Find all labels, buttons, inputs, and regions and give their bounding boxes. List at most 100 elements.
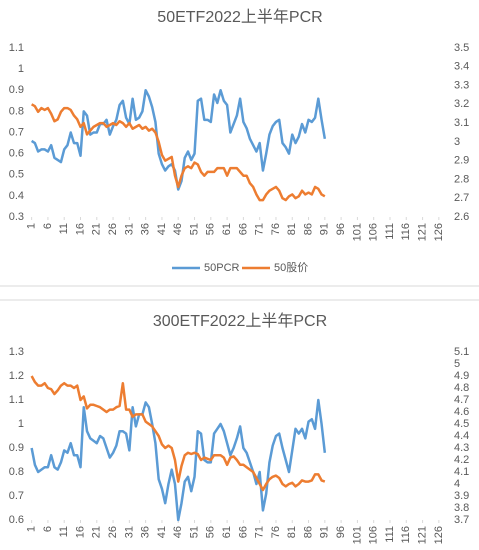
x-tick-label: 91 (319, 223, 331, 235)
y2-tick-label: 4.1 (454, 466, 469, 478)
x-tick-label: 121 (416, 526, 428, 544)
x-tick-label: 111 (384, 223, 396, 240)
x-tick-label: 1 (26, 223, 38, 229)
x-tick-label: 31 (123, 223, 135, 235)
series-line (30, 398, 327, 522)
y2-tick-label: 3 (454, 136, 460, 148)
y2-tick-label: 3.3 (454, 79, 469, 91)
x-tick-label: 26 (107, 223, 119, 235)
y2-tick-label: 2.9 (454, 155, 469, 167)
y-tick-label: 1.1 (9, 394, 24, 406)
y2-tick-label: 4.6 (454, 406, 469, 418)
y2-tick-label: 4.5 (454, 418, 469, 430)
x-tick-label: 56 (205, 223, 217, 235)
x-tick-label: 61 (221, 526, 233, 538)
y2-tick-label: 2.6 (454, 211, 469, 223)
y2-tick-label: 4.7 (454, 394, 469, 406)
x-tick-label: 96 (335, 223, 347, 235)
x-tick-label: 86 (302, 223, 314, 235)
x-tick-label: 11 (58, 526, 70, 537)
x-tick-label: 46 (172, 526, 184, 538)
y2-tick-label: 4.2 (454, 454, 469, 466)
x-tick-label: 41 (156, 526, 168, 538)
x-tick-label: 86 (302, 526, 314, 538)
y2-tick-label: 3.7 (454, 514, 469, 526)
x-tick-label: 11 (58, 223, 70, 234)
x-tick-label: 66 (237, 526, 249, 538)
y-tick-label: 1 (18, 63, 24, 75)
y2-tick-label: 4.9 (454, 370, 469, 382)
y2-tick-label: 4.4 (454, 430, 469, 442)
y-tick-label: 0.7 (9, 126, 24, 138)
series-line (31, 103, 326, 202)
x-tick-label: 56 (205, 526, 217, 538)
x-tick-label: 91 (319, 526, 331, 538)
y2-tick-label: 3.5 (454, 42, 469, 54)
x-tick-label: 21 (91, 526, 103, 538)
x-tick-label: 1 (26, 526, 38, 532)
y-tick-label: 1.1 (9, 42, 24, 54)
x-tick-label: 6 (42, 526, 54, 532)
x-tick-label: 126 (433, 526, 445, 544)
x-tick-label: 71 (254, 526, 266, 538)
x-tick-label: 41 (156, 223, 168, 235)
y2-tick-label: 4 (454, 478, 460, 490)
x-tick-label: 76 (270, 526, 282, 538)
x-tick-label: 126 (433, 223, 445, 241)
x-tick-label: 26 (107, 526, 119, 538)
y-tick-label: 0.5 (9, 169, 24, 181)
y2-tick-label: 3.1 (454, 117, 469, 129)
chart-title: 300ETF2022上半年PCR (153, 312, 327, 330)
x-tick-label: 116 (400, 223, 412, 241)
x-tick-label: 16 (74, 223, 86, 235)
x-tick-label: 101 (351, 526, 363, 544)
series-line (30, 375, 326, 492)
y2-tick-label: 3.8 (454, 502, 469, 514)
y2-tick-label: 3.9 (454, 490, 469, 502)
y2-tick-label: 5 (454, 358, 460, 370)
y2-tick-label: 3.2 (454, 98, 469, 110)
series-line (30, 89, 327, 191)
x-tick-label: 116 (400, 526, 412, 544)
y-tick-label: 0.9 (9, 442, 24, 454)
x-tick-label: 66 (237, 223, 249, 235)
y2-tick-label: 2.7 (454, 192, 469, 204)
x-tick-label: 121 (416, 223, 428, 241)
x-tick-label: 96 (335, 526, 347, 538)
y-tick-label: 1 (18, 418, 24, 430)
y-tick-label: 0.6 (9, 514, 24, 526)
y-tick-label: 1.2 (9, 370, 24, 382)
y-tick-label: 0.4 (9, 190, 24, 202)
x-tick-label: 21 (91, 223, 103, 235)
x-tick-label: 76 (270, 223, 282, 235)
x-tick-label: 71 (254, 223, 266, 235)
x-tick-label: 106 (368, 223, 380, 241)
x-tick-label: 31 (123, 526, 135, 538)
y-tick-label: 0.9 (9, 84, 24, 96)
y-tick-label: 1.3 (9, 346, 24, 358)
x-tick-label: 36 (140, 223, 152, 235)
y2-tick-label: 5.1 (454, 346, 469, 358)
x-tick-label: 6 (42, 223, 54, 229)
legend-label: 50股价 (274, 261, 308, 274)
y2-tick-label: 4.8 (454, 382, 469, 394)
y-tick-label: 0.8 (9, 105, 24, 117)
x-tick-label: 61 (221, 223, 233, 235)
x-tick-label: 101 (351, 223, 363, 241)
x-tick-label: 111 (384, 526, 396, 543)
y2-tick-label: 4.3 (454, 442, 469, 454)
y-tick-label: 0.7 (9, 490, 24, 502)
x-tick-label: 16 (74, 526, 86, 538)
y-tick-label: 0.6 (9, 148, 24, 160)
x-tick-label: 46 (172, 223, 184, 235)
y2-tick-label: 3.4 (454, 61, 469, 73)
y2-tick-label: 2.8 (454, 173, 469, 185)
x-tick-label: 51 (188, 223, 200, 235)
x-tick-label: 81 (286, 223, 298, 235)
chart-title: 50ETF2022上半年PCR (157, 8, 322, 26)
legend-label: 50PCR (204, 262, 240, 274)
y-tick-label: 0.8 (9, 466, 24, 478)
x-tick-label: 81 (286, 526, 298, 538)
